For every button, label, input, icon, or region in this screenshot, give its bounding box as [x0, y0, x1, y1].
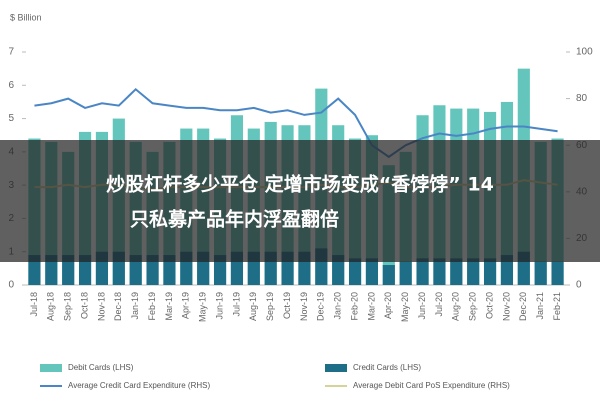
- y-tick-label: 0: [8, 280, 14, 291]
- y-axis-label: $ Billion: [10, 12, 42, 22]
- bar: [399, 261, 412, 285]
- bar: [450, 258, 463, 285]
- bar: [348, 258, 362, 285]
- x-tick-label: Apr-19: [181, 292, 191, 319]
- x-tick-label: Nov-18: [96, 292, 106, 321]
- bar: [483, 258, 497, 285]
- x-tick-label: Jan-19: [130, 292, 140, 320]
- x-tick-label: Jun-20: [417, 292, 427, 320]
- x-tick-label: Nov-19: [299, 292, 309, 321]
- x-tick-label: Jan-21: [535, 292, 545, 320]
- x-tick-label: Feb-21: [552, 292, 562, 321]
- y-tick-label: 6: [8, 80, 14, 91]
- bar: [163, 255, 176, 285]
- x-tick-label: Nov-20: [501, 292, 511, 321]
- y2-tick-label: 80: [576, 93, 588, 104]
- x-tick-label: Apr-20: [383, 292, 393, 319]
- bar: [382, 265, 395, 285]
- x-tick-label: Feb-20: [349, 292, 359, 321]
- x-tick-label: Mar-20: [366, 292, 376, 321]
- legend-label: Average Debit Card PoS Expenditure (RHS): [353, 381, 510, 390]
- bar: [78, 255, 92, 285]
- bar: [365, 258, 379, 285]
- legend-label: Credit Cards (LHS): [353, 363, 421, 372]
- x-tick-label: Aug-19: [248, 292, 258, 321]
- x-tick-label: Feb-19: [147, 292, 157, 321]
- bar: [416, 258, 429, 285]
- legend-swatch: [40, 364, 62, 372]
- y2-tick-label: 100: [576, 47, 593, 58]
- x-tick-label: Oct-19: [282, 292, 292, 319]
- x-tick-label: Jun-19: [214, 292, 224, 320]
- y-tick-label: 7: [8, 47, 14, 58]
- x-tick-label: Jan-20: [333, 292, 343, 320]
- x-tick-label: Sep-20: [468, 292, 478, 321]
- bar: [28, 255, 41, 285]
- x-tick-label: Dec-18: [113, 292, 123, 321]
- y2-tick-label: 0: [576, 280, 582, 291]
- banner: [0, 140, 600, 262]
- x-tick-label: Sep-19: [265, 292, 275, 321]
- banner-text: 炒股杠杆多少平仓 定增市场变成“香饽饽” 14: [106, 173, 494, 196]
- x-tick-label: Jul-20: [434, 292, 444, 317]
- bar: [534, 261, 547, 285]
- x-tick-label: Oct-20: [484, 292, 494, 319]
- bar: [433, 258, 446, 285]
- x-tick-label: May-20: [400, 292, 410, 322]
- x-tick-label: Dec-19: [316, 292, 326, 321]
- x-tick-label: Oct-18: [79, 292, 89, 319]
- bar: [45, 255, 58, 285]
- banner-text: 只私募产品年内浮盈翻倍: [130, 208, 339, 231]
- x-tick-label: Mar-19: [164, 292, 174, 321]
- bar: [500, 255, 514, 285]
- y-tick-label: 5: [8, 113, 14, 124]
- x-tick-label: Jul-18: [29, 292, 39, 317]
- bar: [146, 255, 159, 285]
- x-tick-label: Sep-18: [63, 292, 73, 321]
- bar: [129, 255, 142, 285]
- bar: [213, 255, 227, 285]
- line: [34, 87, 558, 159]
- x-tick-label: May-19: [198, 292, 208, 322]
- legend-swatch: [325, 364, 347, 372]
- legend-label: Debit Cards (LHS): [68, 363, 134, 372]
- legend-label: Average Credit Card Expenditure (RHS): [68, 381, 210, 390]
- bar: [551, 261, 564, 285]
- x-tick-label: Aug-18: [46, 292, 56, 321]
- x-tick-label: Aug-20: [451, 292, 461, 321]
- bar: [332, 255, 345, 285]
- x-tick-label: Dec-20: [518, 292, 528, 321]
- bar: [62, 255, 75, 285]
- x-tick-label: Jul-19: [231, 292, 241, 317]
- bar: [467, 258, 480, 285]
